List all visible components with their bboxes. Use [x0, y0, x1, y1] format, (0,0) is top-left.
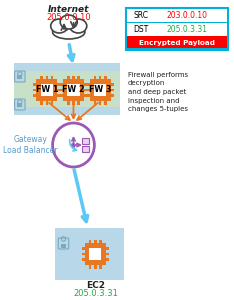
FancyBboxPatch shape	[82, 258, 85, 261]
FancyBboxPatch shape	[72, 101, 75, 104]
Text: Firewall performs
decryption
and deep packet
inspection and
changes 5-tuples: Firewall performs decryption and deep pa…	[128, 72, 188, 112]
FancyBboxPatch shape	[72, 76, 75, 79]
Text: Internet: Internet	[48, 5, 89, 14]
Text: Encrypted Payload: Encrypted Payload	[139, 40, 215, 46]
FancyBboxPatch shape	[18, 75, 22, 79]
Text: SRC: SRC	[133, 11, 148, 20]
FancyBboxPatch shape	[77, 101, 80, 104]
FancyBboxPatch shape	[63, 79, 84, 101]
FancyBboxPatch shape	[104, 101, 107, 104]
FancyBboxPatch shape	[14, 71, 120, 107]
FancyBboxPatch shape	[127, 36, 227, 48]
FancyBboxPatch shape	[99, 101, 101, 104]
FancyBboxPatch shape	[89, 239, 91, 243]
FancyBboxPatch shape	[84, 94, 87, 97]
Text: FW 1: FW 1	[36, 85, 58, 94]
FancyBboxPatch shape	[127, 23, 227, 36]
FancyBboxPatch shape	[89, 248, 101, 260]
Text: FW 2: FW 2	[62, 85, 85, 94]
FancyBboxPatch shape	[46, 101, 48, 104]
Ellipse shape	[51, 19, 68, 33]
FancyBboxPatch shape	[67, 84, 80, 96]
FancyBboxPatch shape	[60, 83, 63, 86]
FancyBboxPatch shape	[57, 94, 61, 97]
FancyBboxPatch shape	[67, 76, 69, 79]
FancyBboxPatch shape	[40, 101, 43, 104]
Ellipse shape	[53, 25, 85, 39]
FancyBboxPatch shape	[106, 258, 109, 261]
Text: 205.0.0.10: 205.0.0.10	[46, 14, 91, 22]
Text: DST: DST	[133, 25, 149, 34]
FancyBboxPatch shape	[61, 244, 66, 248]
FancyBboxPatch shape	[40, 76, 43, 79]
FancyBboxPatch shape	[94, 239, 97, 243]
FancyBboxPatch shape	[33, 94, 37, 97]
FancyBboxPatch shape	[104, 76, 107, 79]
FancyBboxPatch shape	[110, 83, 114, 86]
FancyBboxPatch shape	[58, 238, 69, 249]
FancyBboxPatch shape	[57, 83, 61, 86]
FancyBboxPatch shape	[51, 76, 53, 79]
FancyBboxPatch shape	[89, 265, 91, 268]
FancyBboxPatch shape	[60, 94, 63, 97]
FancyBboxPatch shape	[15, 71, 25, 82]
FancyBboxPatch shape	[57, 88, 61, 92]
Circle shape	[53, 123, 94, 167]
FancyBboxPatch shape	[86, 94, 90, 97]
FancyBboxPatch shape	[127, 9, 227, 22]
FancyBboxPatch shape	[94, 84, 106, 96]
FancyBboxPatch shape	[82, 247, 85, 250]
FancyBboxPatch shape	[106, 253, 109, 255]
FancyBboxPatch shape	[37, 79, 57, 101]
FancyBboxPatch shape	[110, 88, 114, 92]
Text: 205.0.3.31: 205.0.3.31	[73, 289, 118, 298]
FancyBboxPatch shape	[99, 239, 102, 243]
FancyBboxPatch shape	[94, 265, 97, 268]
FancyBboxPatch shape	[106, 247, 109, 250]
FancyBboxPatch shape	[85, 243, 106, 265]
FancyBboxPatch shape	[18, 103, 22, 107]
FancyBboxPatch shape	[33, 88, 37, 92]
FancyBboxPatch shape	[15, 99, 25, 110]
FancyBboxPatch shape	[90, 79, 110, 101]
Text: FW 3: FW 3	[89, 85, 111, 94]
FancyBboxPatch shape	[84, 83, 87, 86]
FancyBboxPatch shape	[82, 146, 89, 152]
FancyBboxPatch shape	[94, 76, 96, 79]
FancyBboxPatch shape	[51, 101, 53, 104]
FancyBboxPatch shape	[126, 8, 228, 50]
FancyBboxPatch shape	[84, 88, 87, 92]
Ellipse shape	[70, 19, 87, 33]
FancyBboxPatch shape	[46, 76, 48, 79]
FancyBboxPatch shape	[94, 101, 96, 104]
Text: 205.0.3.31: 205.0.3.31	[167, 25, 208, 34]
FancyBboxPatch shape	[41, 84, 53, 96]
FancyBboxPatch shape	[110, 94, 114, 97]
Text: EC2: EC2	[86, 281, 105, 290]
FancyBboxPatch shape	[33, 83, 37, 86]
FancyBboxPatch shape	[82, 138, 89, 144]
FancyBboxPatch shape	[14, 63, 120, 115]
FancyBboxPatch shape	[82, 253, 85, 255]
FancyBboxPatch shape	[99, 265, 102, 268]
Ellipse shape	[60, 15, 77, 29]
FancyBboxPatch shape	[86, 88, 90, 92]
Text: Gateway
Load Balancer: Gateway Load Balancer	[4, 135, 58, 155]
FancyBboxPatch shape	[77, 76, 80, 79]
FancyBboxPatch shape	[60, 88, 63, 92]
FancyBboxPatch shape	[99, 76, 101, 79]
FancyBboxPatch shape	[86, 83, 90, 86]
FancyBboxPatch shape	[55, 228, 124, 280]
Text: 203.0.0.10: 203.0.0.10	[167, 11, 208, 20]
FancyBboxPatch shape	[67, 101, 69, 104]
